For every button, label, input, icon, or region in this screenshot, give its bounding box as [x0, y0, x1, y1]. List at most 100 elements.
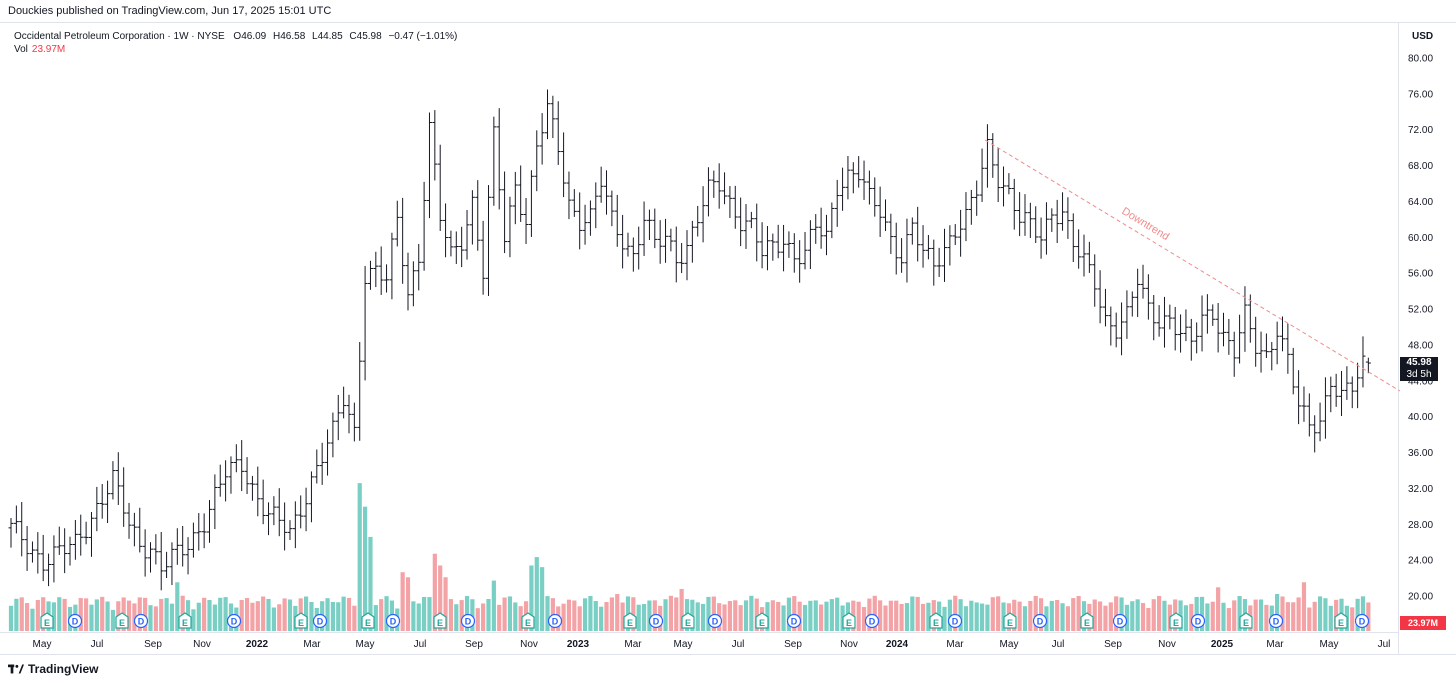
volume-bar-203 [1097, 601, 1103, 631]
dividend-marker-icon-3[interactable]: D [133, 613, 149, 629]
ohlc-bar-126 [684, 230, 690, 281]
dividend-marker-icon-31[interactable]: D [1268, 613, 1284, 629]
ohlc-bar-239 [1290, 347, 1296, 395]
currency-label[interactable]: USD [1412, 31, 1434, 42]
earnings-marker-icon-20[interactable]: E [842, 612, 856, 629]
ohlc-bar-127 [689, 220, 695, 263]
dividend-marker-icon-19[interactable]: D [786, 613, 802, 629]
ohlc-bar-12 [72, 520, 78, 560]
ohlc-bar-92 [502, 171, 508, 254]
volume-bar-78 [427, 597, 432, 631]
volume-bar-62 [341, 596, 346, 631]
ohlc-bar-97 [528, 170, 534, 237]
ohlc-bar-140 [759, 222, 765, 269]
ohlc-bar-128 [695, 205, 701, 237]
earnings-marker-icon-12[interactable]: E [521, 612, 535, 629]
ohlc-bar-183 [990, 133, 996, 178]
dividend-marker-icon-17[interactable]: D [707, 613, 723, 629]
svg-text:D: D [712, 617, 719, 627]
ohlc-bar-133 [722, 172, 728, 205]
last-volume-tag: 23.97M [1400, 616, 1446, 630]
svg-text:E: E [1173, 618, 1179, 628]
earnings-marker-icon-0[interactable]: E [40, 612, 54, 629]
dividend-marker-icon-7[interactable]: D [312, 613, 328, 629]
ohlc-bar-45 [249, 475, 255, 501]
dividend-marker-icon-15[interactable]: D [648, 613, 664, 629]
dividend-marker-icon-23[interactable]: D [947, 613, 963, 629]
earnings-marker-icon-24[interactable]: E [1003, 612, 1017, 629]
earnings-marker-icon-30[interactable]: E [1239, 612, 1253, 629]
volume-bar-245 [1323, 598, 1328, 631]
ohlc-bar-231 [1247, 294, 1253, 343]
ohlc-bar-195 [1054, 199, 1060, 243]
time-tick-11: Mar [624, 639, 642, 650]
ohlc-bar-93 [507, 196, 513, 258]
volume-bar-234 [1264, 604, 1269, 631]
dividend-marker-icon-29[interactable]: D [1190, 613, 1206, 629]
ohlc-bar-148 [802, 232, 808, 270]
earnings-marker-icon-22[interactable]: E [929, 612, 943, 629]
tradingview-brand[interactable]: TradingView [8, 662, 98, 676]
dividend-marker-icon-27[interactable]: D [1112, 613, 1128, 629]
earnings-marker-icon-32[interactable]: E [1334, 612, 1348, 629]
earnings-marker-icon-4[interactable]: E [178, 612, 192, 629]
earnings-marker-icon-28[interactable]: E [1169, 612, 1183, 629]
dividend-marker-icon-9[interactable]: D [385, 613, 401, 629]
ohlc-bar-76 [416, 243, 422, 291]
volume-bar-80 [438, 565, 443, 631]
volume-bar-252 [1360, 596, 1366, 631]
ohlc-bar-225 [1215, 302, 1221, 353]
volume-bar-52 [287, 599, 293, 631]
earnings-marker-icon-14[interactable]: E [623, 612, 637, 629]
volume-legend[interactable]: Vol 23.97M [14, 44, 65, 55]
volume-bar-178 [963, 606, 969, 631]
svg-text:D: D [791, 617, 798, 627]
volume-bar-19 [110, 609, 116, 631]
earnings-marker-icon-26[interactable]: E [1080, 612, 1094, 629]
earnings-marker-icon-16[interactable]: E [681, 612, 695, 629]
ohlc-bar-99 [539, 113, 545, 165]
volume-bar-241 [1301, 582, 1307, 631]
price-tick-3: 68.00 [1408, 161, 1433, 172]
svg-text:E: E [525, 618, 531, 628]
svg-text:D: D [552, 617, 559, 627]
ohlc-bar-66 [362, 266, 368, 381]
dividend-marker-icon-13[interactable]: D [547, 613, 563, 629]
earnings-marker-icon-18[interactable]: E [755, 612, 769, 629]
ohlc-bar-121 [657, 220, 663, 264]
ohlc-bar-130 [705, 167, 711, 217]
svg-text:E: E [933, 618, 939, 628]
volume-bar-91 [497, 604, 502, 631]
symbol-name[interactable]: Occidental Petroleum Corporation · 1W · … [14, 31, 225, 42]
dividend-marker-icon-11[interactable]: D [460, 613, 476, 629]
ohlc-bar-221 [1194, 322, 1200, 354]
volume-bar-224 [1210, 601, 1215, 631]
volume-bar-116 [631, 597, 636, 631]
earnings-marker-icon-10[interactable]: E [433, 612, 447, 629]
dividend-marker-icon-1[interactable]: D [67, 613, 83, 629]
volume-bar-251 [1355, 598, 1360, 631]
dividend-marker-icon-33[interactable]: D [1354, 613, 1370, 629]
earnings-marker-icon-8[interactable]: E [361, 612, 375, 629]
downtrend-line[interactable] [984, 139, 1401, 392]
volume-bar-171 [926, 602, 931, 631]
volume-bar-97 [529, 565, 534, 631]
ohlc-bar-157 [850, 162, 856, 194]
earnings-marker-icon-6[interactable]: E [294, 612, 308, 629]
ohlc-bar-179 [968, 189, 974, 225]
time-axis-ticks: May Jul Sep Nov 2022 Mar May Jul Sep Nov 2023 Mar Ma… [33, 639, 1391, 650]
ohlc-bar-248 [1339, 370, 1345, 417]
dividend-marker-icon-21[interactable]: D [864, 613, 880, 629]
symbol-legend[interactable]: Occidental Petroleum Corporation · 1W · … [14, 30, 457, 44]
ohlc-bar-152 [823, 214, 829, 256]
ohlc-bar-74 [405, 252, 411, 311]
time-tick-5: Mar [303, 639, 321, 650]
volume-bar-16 [94, 599, 99, 631]
dividend-marker-icon-25[interactable]: D [1032, 613, 1048, 629]
volume-bar-215 [1162, 600, 1167, 631]
volume-bar-107 [582, 598, 588, 631]
dividend-marker-icon-5[interactable]: D [226, 613, 242, 629]
volume-bar-73 [400, 572, 405, 631]
earnings-marker-icon-2[interactable]: E [115, 612, 129, 629]
